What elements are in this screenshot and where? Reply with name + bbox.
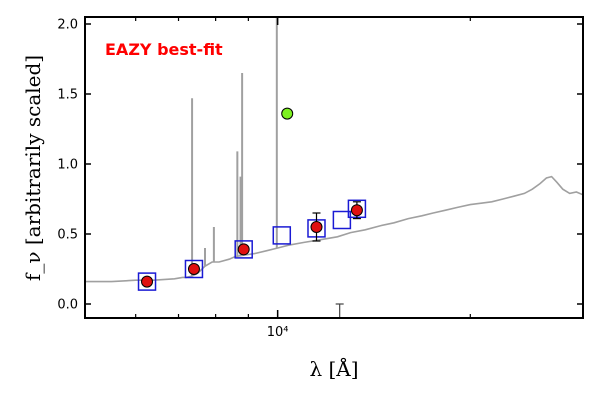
x-tick-label: 10⁴ xyxy=(267,325,289,340)
observed-point xyxy=(141,275,154,288)
model-box xyxy=(332,210,352,230)
observed-point xyxy=(350,204,363,217)
y-tick-label: 2.0 xyxy=(57,18,78,33)
observed-point xyxy=(187,263,200,275)
outlier-point xyxy=(281,107,294,120)
model-box xyxy=(137,272,157,291)
y-tick-label: 1.5 xyxy=(57,88,78,103)
y-tick-label: 1.0 xyxy=(57,158,78,173)
x-axis-label: λ [Å] xyxy=(309,356,358,381)
y-tick-label: 0.5 xyxy=(57,228,78,243)
observed-point xyxy=(237,243,250,256)
plot-frame xyxy=(84,16,584,319)
chart-annotation: EAZY best-fit xyxy=(105,40,223,59)
model-box xyxy=(234,240,253,259)
plot-background xyxy=(85,17,583,318)
model-box xyxy=(184,259,204,279)
plot-layer xyxy=(85,17,584,318)
axes-layer: 0.0 0.5 1.0 1.5 2.0 10⁴ xyxy=(57,17,583,340)
y-tick-label: 0.0 xyxy=(57,298,78,313)
y-axis-label: f_ν [arbitrarily scaled] xyxy=(21,55,45,281)
model-box xyxy=(272,226,292,245)
observed-point xyxy=(310,221,323,233)
